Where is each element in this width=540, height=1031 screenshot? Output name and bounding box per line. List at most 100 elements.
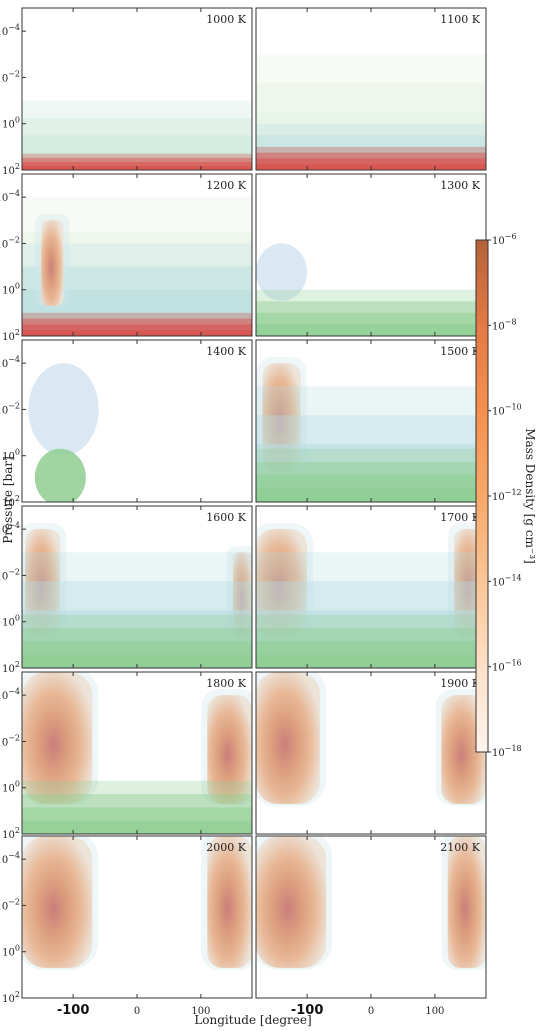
y-tick-label: 102 [2, 826, 20, 841]
colorbar-tick-label: 10−12 [492, 488, 522, 503]
colorbar-tick-label: 10−14 [492, 573, 522, 588]
cloud-band-1-3 [256, 324, 486, 336]
cloud-patch-0 [256, 243, 308, 301]
panel-1500k: 1500 K [255, 339, 487, 503]
cloud-patch-1 [34, 448, 86, 502]
panel-temperature-label: 2000 K [206, 841, 246, 854]
y-tick-label: 102 [2, 660, 20, 675]
plume-column-0 [256, 672, 320, 804]
y-axis-label: Pressure [bar] [1, 456, 15, 544]
colorbar: 10−6 10−8 10−10 10−12 10−14 10−16 10−18 Mass De… [475, 232, 537, 759]
cloud-band-3-3 [22, 654, 252, 668]
panel-temperature-label: 1000 K [206, 13, 246, 26]
x-tick-label: -100 [57, 1003, 90, 1018]
panel-content [22, 836, 252, 998]
y-tick-label: 102 [2, 162, 20, 177]
x-tick-label: 100 [425, 1006, 444, 1017]
y-tick-label: 102 [2, 990, 20, 1005]
panel-content [22, 174, 252, 336]
panel-temperature-label: 1600 K [206, 511, 246, 524]
panel-content [256, 672, 486, 834]
y-tick-label: 100 [2, 448, 20, 463]
panel-1600k: 1600 K 10−4 10−2 100 102 [0, 505, 253, 675]
panel-1300k: 1300 K [255, 173, 487, 337]
colorbar-tick-label: 10−18 [492, 744, 522, 759]
plume-halo-0 [22, 836, 99, 970]
plume-halo-0 [256, 672, 326, 806]
x-tick-label: 0 [134, 1006, 140, 1017]
plume-column-0 [22, 672, 93, 804]
plume-column-0 [256, 836, 327, 968]
plume-halo-1 [201, 836, 252, 970]
y-tick-label: 10−2 [0, 401, 20, 416]
panel-temperature-label: 1400 K [206, 345, 246, 358]
x-tick-label: 0 [368, 1006, 374, 1017]
x-tick-label: -100 [291, 1003, 324, 1018]
plume-halo-0 [256, 836, 333, 970]
panel-1100k: 1100 K [255, 7, 487, 171]
plume-halo-2 [35, 214, 70, 308]
panel-temperature-label: 1700 K [440, 511, 480, 524]
plume-column-0 [22, 836, 93, 968]
panel-temperature-label: 1800 K [206, 677, 246, 690]
y-tick-label: 10−2 [0, 69, 20, 84]
panel-temperature-label: 2100 K [440, 841, 480, 854]
panel-content [256, 340, 486, 502]
panel-content [22, 8, 252, 170]
panel-temperature-label: 1900 K [440, 677, 480, 690]
panel-1000k: 1000 K 10−4 10−2 100 102 [0, 7, 253, 177]
plume-halo-1 [201, 689, 252, 806]
y-tick-label: 10−2 [0, 733, 20, 748]
y-tick-label: 100 [2, 282, 20, 297]
y-tick-label: 102 [2, 328, 20, 343]
panel-temperature-label: 1300 K [440, 179, 480, 192]
y-tick-label: 102 [2, 494, 20, 509]
panel-content [256, 506, 486, 668]
x-tick-label: 100 [191, 1006, 210, 1017]
colorbar-tick-label: 10−8 [492, 317, 517, 332]
y-tick-label: 10−4 [0, 23, 20, 38]
plume-column-1 [441, 695, 486, 804]
plume-column-2 [41, 220, 64, 306]
panel-temperature-label: 1500 K [440, 345, 480, 358]
y-tick-label: 10−2 [0, 567, 20, 582]
panel-2000k: 2000 K 10−4 10−2 100 102 [0, 835, 253, 1005]
colorbar-tick-label: 10−6 [492, 232, 517, 247]
y-tick-label: 10−4 [0, 355, 20, 370]
y-tick-label: 10−4 [0, 687, 20, 702]
y-tick-label: 100 [2, 116, 20, 131]
panel-content [256, 8, 486, 170]
cloud-patch-0 [28, 363, 99, 456]
cloud-band-2-3 [256, 488, 486, 502]
panel-1800k: 1800 K 10−4 10−2 100 102 [0, 671, 253, 841]
colorbar-tick-label: 10−10 [492, 403, 522, 418]
panel-content [22, 672, 252, 834]
colorbar-label: Mass Density [g cm⁻³] [523, 428, 537, 564]
panel-content [22, 340, 252, 502]
y-tick-label: 10−4 [0, 521, 20, 536]
colorbar-tick-label: 10−16 [492, 659, 522, 674]
y-tick-label: 100 [2, 780, 20, 795]
cloud-band-3-3 [256, 654, 486, 668]
panel-content [22, 506, 252, 668]
plume-column-1 [207, 836, 252, 968]
plume-column-1 [207, 695, 252, 804]
y-tick-label: 100 [2, 614, 20, 629]
panel-temperature-label: 1100 K [440, 13, 480, 26]
x-axis-label: Longitude [degree] [194, 1013, 311, 1027]
panel-temperature-label: 1200 K [206, 179, 246, 192]
panel-1700k: 1700 K [255, 505, 487, 669]
panel-1200k: 1200 K 10−4 10−2 100 102 [0, 173, 253, 343]
panel-grid: 1000 K 10−4 10−2 100 102 1100 K 1200 K 10−4 10−2… [0, 7, 487, 1005]
panel-1400k: 1400 K 10−4 10−2 100 102 [0, 339, 253, 509]
plume-halo-1 [441, 836, 486, 970]
colorbar-bar [475, 239, 489, 753]
plume-halo-0 [22, 672, 99, 806]
y-tick-label: 100 [2, 944, 20, 959]
panel-content [256, 174, 486, 336]
y-tick-label: 10−2 [0, 235, 20, 250]
panel-1900k: 1900 K [255, 671, 487, 835]
panel-content [256, 836, 486, 998]
